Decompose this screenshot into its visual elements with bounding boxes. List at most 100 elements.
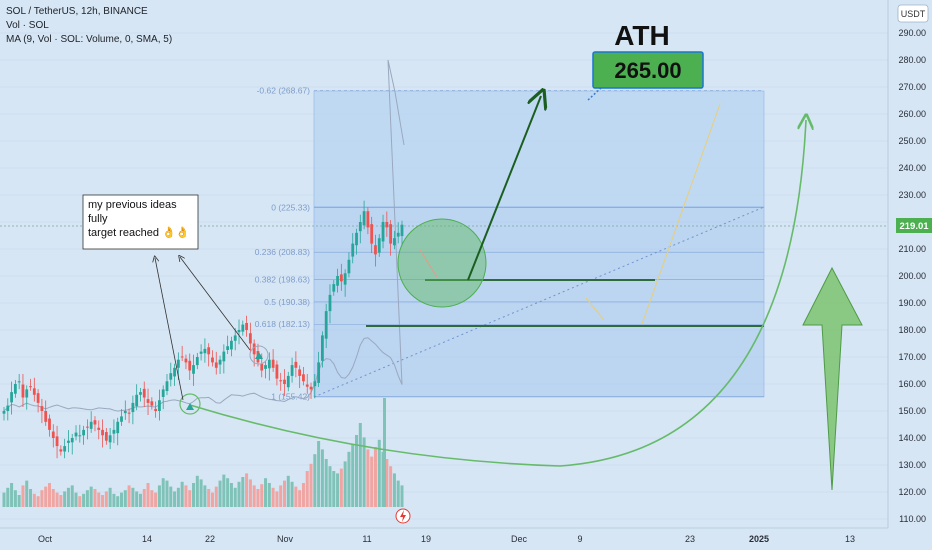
candle-45 xyxy=(173,367,176,377)
candle-29 xyxy=(112,429,116,434)
volume-bar-94 xyxy=(358,423,362,507)
cycle-curve-arrow[interactable] xyxy=(189,120,806,467)
price-tick-120: 120.00 xyxy=(898,487,926,497)
candle-74 xyxy=(283,379,286,384)
candle-42 xyxy=(161,389,165,397)
volume-bar-104 xyxy=(396,480,400,507)
ath-target-arrow[interactable] xyxy=(467,96,541,281)
volume-bar-19 xyxy=(74,492,78,507)
price-tick-260: 260.00 xyxy=(898,109,926,119)
volume-bar-54 xyxy=(207,489,211,507)
volume-bar-56 xyxy=(214,486,218,507)
volume-bar-73 xyxy=(279,485,283,507)
candle-94 xyxy=(358,222,362,232)
volume-bar-103 xyxy=(392,473,396,507)
volume-bar-45 xyxy=(173,491,177,507)
price-tick-180: 180.00 xyxy=(898,325,926,335)
volume-bar-66 xyxy=(252,485,256,507)
ath-value: 265.00 xyxy=(614,58,681,83)
volume-bar-38 xyxy=(146,483,150,507)
candle-97 xyxy=(370,224,374,244)
candle-105 xyxy=(400,224,404,237)
ideas-note[interactable]: my previous ideas fully target reached 👌… xyxy=(82,194,199,250)
price-axis[interactable] xyxy=(888,0,932,550)
ath-value-box[interactable]: 265.00 xyxy=(592,51,704,89)
volume-bar-31 xyxy=(120,492,124,507)
fib-label-5: 0.618 (182.13) xyxy=(255,319,310,329)
volume-bar-89 xyxy=(339,468,343,507)
volume-bar-8 xyxy=(32,493,36,507)
candle-85 xyxy=(324,311,328,339)
fib-trend-line xyxy=(313,206,765,398)
candle-9 xyxy=(36,393,40,403)
candle-93 xyxy=(355,232,358,246)
candle-76 xyxy=(290,365,294,376)
candle-79 xyxy=(302,374,305,382)
candle-92 xyxy=(351,243,355,257)
fib-level-lines: -0.62 (268.67) 0 (225.33) 0.236 (208.83) 0.… xyxy=(255,86,764,401)
volume-bar-23 xyxy=(89,486,93,507)
candle-57 xyxy=(218,359,222,365)
candle-78 xyxy=(298,369,302,376)
price-tick-250: 250.00 xyxy=(898,136,926,146)
volume-indicator-label[interactable]: Vol · SOL xyxy=(6,20,49,31)
volume-bar-29 xyxy=(112,493,116,507)
price-tick-140: 140.00 xyxy=(898,433,926,443)
candle-100 xyxy=(381,222,385,242)
volume-bar-43 xyxy=(165,480,169,507)
candle-26 xyxy=(101,429,104,436)
candle-12 xyxy=(48,418,51,430)
volume-bar-35 xyxy=(135,491,139,507)
candle-36 xyxy=(139,392,142,395)
candlesticks xyxy=(2,200,404,459)
volume-bar-1 xyxy=(6,487,10,507)
time-tick-1: 14 xyxy=(142,534,152,544)
volume-bar-69 xyxy=(264,478,268,507)
price-tick-240: 240.00 xyxy=(898,163,926,173)
currency-badge[interactable]: USDT xyxy=(897,4,929,23)
time-tick-5: 19 xyxy=(421,534,431,544)
volume-bar-26 xyxy=(101,495,105,507)
candle-31 xyxy=(120,416,123,422)
volume-bar-37 xyxy=(142,489,146,507)
candle-49 xyxy=(188,360,192,371)
current-price-value: 219.01 xyxy=(899,221,929,232)
candle-62 xyxy=(237,330,241,333)
lightning-icon[interactable] xyxy=(395,508,411,524)
accumulation-circle[interactable] xyxy=(397,218,487,308)
volume-bar-34 xyxy=(131,487,135,507)
big-up-arrow[interactable] xyxy=(802,266,863,491)
volume-bar-78 xyxy=(298,490,302,507)
candle-19 xyxy=(74,432,78,437)
time-axis[interactable] xyxy=(0,528,888,550)
volume-bar-18 xyxy=(70,485,74,507)
candle-102 xyxy=(389,224,393,244)
volume-bar-86 xyxy=(328,466,332,507)
volume-bar-6 xyxy=(25,480,29,507)
candle-47 xyxy=(180,356,184,358)
volume-bar-88 xyxy=(336,473,340,507)
candle-87 xyxy=(332,284,336,292)
current-price-tag: 219.01 xyxy=(896,218,932,233)
time-tick-0: Oct xyxy=(38,534,53,544)
candle-83 xyxy=(317,362,321,383)
candle-16 xyxy=(63,446,67,452)
symbol-title[interactable]: SOL / TetherUS, 12h, BINANCE xyxy=(6,6,148,17)
fib-label-0: -0.62 (268.67) xyxy=(257,86,311,96)
fib-extension-box[interactable] xyxy=(313,90,765,208)
price-tick-210: 210.00 xyxy=(898,244,926,254)
time-axis-ticks: Oct 14 22 Nov 11 19 Dec 9 23 2025 13 xyxy=(38,534,855,544)
volume-bar-39 xyxy=(150,490,154,507)
volume-bar-101 xyxy=(385,459,389,507)
ma-indicator-label[interactable]: MA (9, Vol · SOL: Volume, 0, SMA, 5) xyxy=(6,34,172,45)
volume-bar-83 xyxy=(317,441,321,507)
candle-28 xyxy=(108,435,112,443)
volume-bar-22 xyxy=(85,490,89,507)
candle-88 xyxy=(336,276,339,286)
volume-bar-82 xyxy=(313,454,317,507)
volume-bar-75 xyxy=(286,475,290,507)
ath-pointer xyxy=(587,87,602,101)
price-tick-290: 290.00 xyxy=(898,28,926,38)
